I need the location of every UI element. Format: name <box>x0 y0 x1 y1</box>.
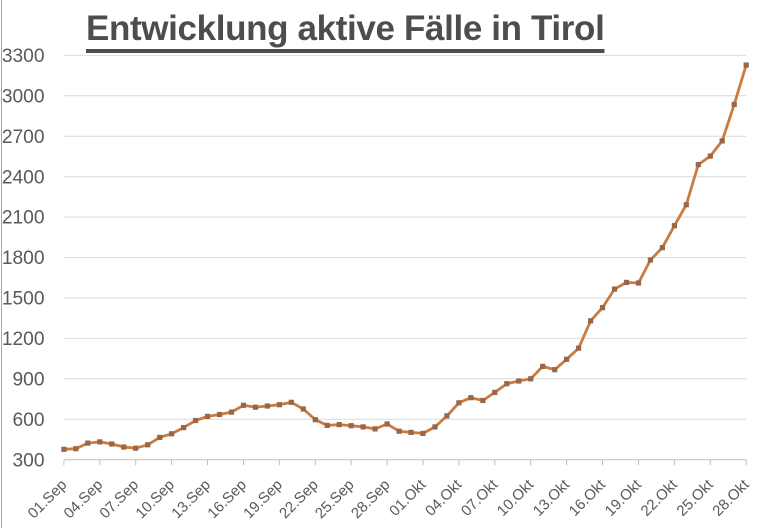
svg-text:01.Okt: 01.Okt <box>386 476 430 520</box>
svg-text:10.Sep: 10.Sep <box>132 476 178 522</box>
svg-text:600: 600 <box>12 410 44 431</box>
svg-text:07.Okt: 07.Okt <box>458 476 502 520</box>
svg-text:13.Okt: 13.Okt <box>530 476 574 520</box>
svg-text:28.Okt: 28.Okt <box>709 476 753 520</box>
svg-text:25.Okt: 25.Okt <box>673 476 717 520</box>
svg-text:07.Sep: 07.Sep <box>96 476 142 522</box>
svg-text:300: 300 <box>12 450 44 471</box>
svg-text:16.Okt: 16.Okt <box>566 476 610 520</box>
svg-text:25.Sep: 25.Sep <box>312 476 358 522</box>
svg-text:1800: 1800 <box>2 248 45 269</box>
svg-text:19.Sep: 19.Sep <box>240 476 286 522</box>
svg-text:16.Sep: 16.Sep <box>204 476 250 522</box>
svg-text:2100: 2100 <box>2 208 45 229</box>
svg-text:22.Sep: 22.Sep <box>276 476 322 522</box>
svg-text:13.Sep: 13.Sep <box>168 476 214 522</box>
svg-text:3300: 3300 <box>2 46 45 67</box>
svg-text:1500: 1500 <box>2 289 45 310</box>
svg-text:2700: 2700 <box>2 127 45 148</box>
svg-text:10.Okt: 10.Okt <box>494 476 538 520</box>
svg-text:01.Sep: 01.Sep <box>25 476 71 522</box>
svg-text:22.Okt: 22.Okt <box>638 476 682 520</box>
svg-text:04.Okt: 04.Okt <box>422 476 466 520</box>
svg-text:1200: 1200 <box>2 329 45 350</box>
svg-text:900: 900 <box>12 369 44 390</box>
svg-text:28.Sep: 28.Sep <box>348 476 394 522</box>
svg-text:19.Okt: 19.Okt <box>602 476 646 520</box>
svg-text:2400: 2400 <box>2 167 45 188</box>
svg-text:3000: 3000 <box>2 86 45 107</box>
svg-text:04.Sep: 04.Sep <box>61 476 107 522</box>
